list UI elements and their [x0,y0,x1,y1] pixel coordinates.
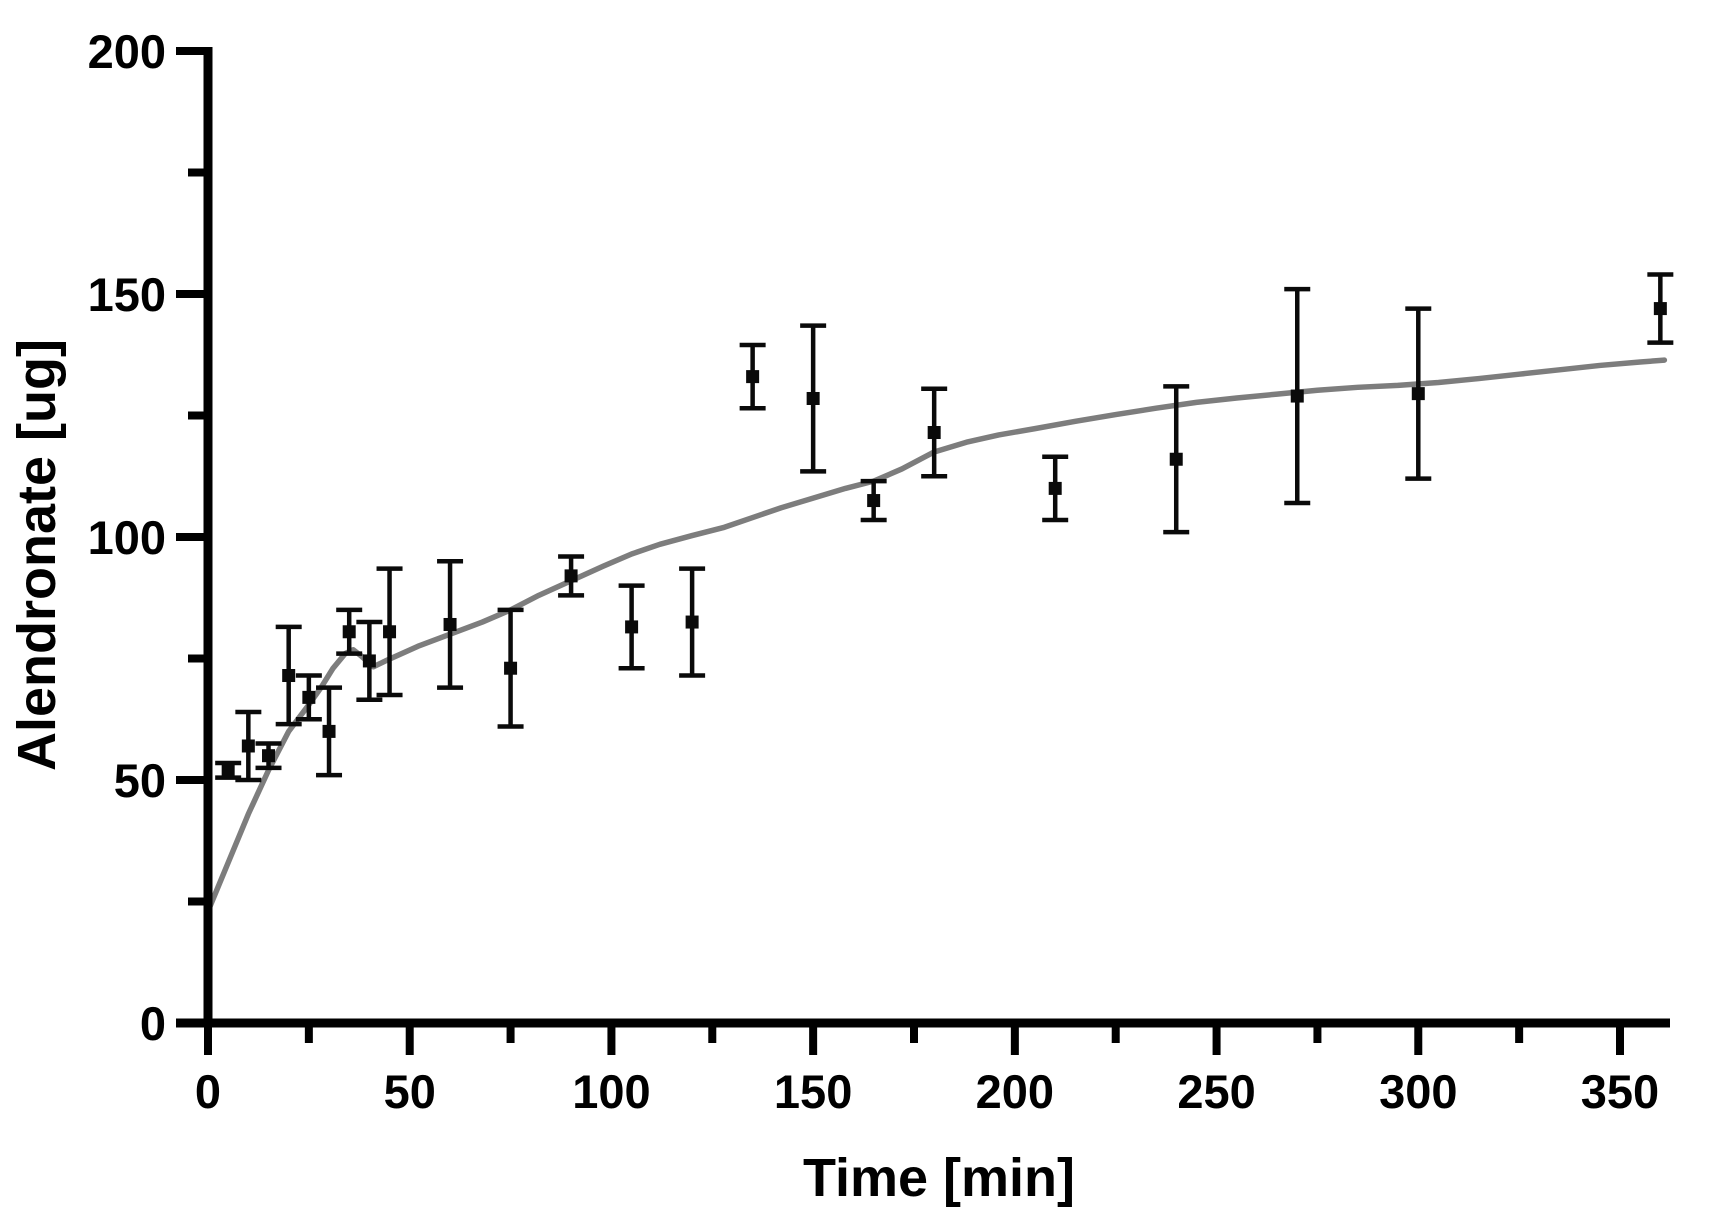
data-point-marker [443,617,457,631]
data-point-marker [1411,387,1425,401]
y-tick-label: 100 [88,511,166,564]
x-tick-label: 100 [572,1065,650,1118]
x-tick-label: 0 [195,1065,221,1118]
data-point-marker [927,426,941,440]
data-point-marker [746,370,760,384]
y-tick-label: 200 [88,25,166,78]
y-tick-label: 50 [114,754,166,807]
data-point-marker [1169,452,1183,466]
x-axis-title: Time [min] [803,1148,1075,1208]
data-point-marker [564,569,578,583]
x-axis: 0 50 100 150 200 250 300 350 [176,1018,1670,1118]
data-point-marker [282,669,296,683]
data-point-marker [1048,481,1062,495]
y-tick-label: 150 [88,268,166,321]
error-bars [215,272,1674,783]
data-point-marker [504,661,518,675]
data-point-marker [302,690,316,704]
data-point-marker [806,391,820,405]
data-point-marker [262,749,276,763]
x-tick-label: 300 [1379,1065,1457,1118]
data-point-marker [362,654,376,668]
x-tick-label: 150 [774,1065,852,1118]
data-point-marker [1290,389,1304,403]
data-point-marker [322,724,336,738]
data-point-marker [221,763,235,777]
data-point-marker [241,739,255,753]
y-tick-label: 0 [140,997,166,1050]
y-axis: 0 50 100 150 200 [88,25,213,1050]
data-points [221,302,1667,777]
data-point-marker [383,625,397,639]
x-tick-label: 200 [976,1065,1054,1118]
x-tick-label: 350 [1581,1065,1659,1118]
data-point-marker [625,620,639,634]
data-point-marker [685,615,699,629]
x-tick-label: 250 [1177,1065,1255,1118]
data-point-marker [1653,302,1667,316]
y-axis-title: Alendronate [ug] [7,339,67,771]
data-point-marker [342,625,356,639]
x-tick-label: 50 [384,1065,436,1118]
data-point-marker [867,494,881,508]
